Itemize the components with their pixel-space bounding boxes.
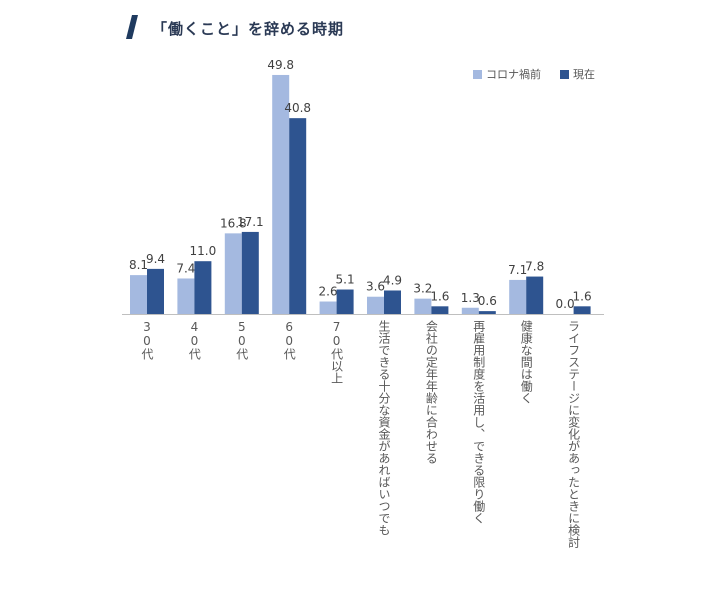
bar-current-8 bbox=[526, 276, 544, 314]
value-label-current-1: 11.0 bbox=[190, 244, 217, 258]
value-label-current-2: 17.1 bbox=[237, 215, 264, 229]
bar-pre-covid-2 bbox=[224, 233, 242, 314]
category-label-1: 40代 bbox=[187, 320, 202, 360]
value-label-pre-covid-8: 7.1 bbox=[508, 263, 527, 277]
bar-pre-covid-1 bbox=[177, 278, 195, 314]
value-label-current-5: 4.9 bbox=[383, 273, 402, 287]
bar-pre-covid-8 bbox=[509, 279, 527, 314]
category-label-3: 60代 bbox=[282, 320, 297, 360]
value-label-current-7: 0.6 bbox=[478, 294, 497, 308]
legend-item-pre-covid: コロナ禍前 bbox=[473, 67, 541, 81]
bar-pre-covid-6 bbox=[414, 298, 432, 314]
value-label-current-3: 40.8 bbox=[284, 101, 311, 115]
value-label-current-9: 1.6 bbox=[573, 289, 592, 303]
bar-current-3 bbox=[289, 118, 307, 314]
legend-label-current: 現在 bbox=[573, 68, 595, 81]
value-label-current-8: 7.8 bbox=[525, 260, 544, 274]
bar-pre-covid-5 bbox=[367, 296, 384, 314]
category-label-7: 再雇用制度を活用し、できる限り働く bbox=[471, 320, 486, 524]
value-label-pre-covid-6: 3.2 bbox=[413, 282, 432, 296]
category-label-5: 生活できる十分な資金があればいつでも bbox=[377, 320, 391, 536]
value-label-current-4: 5.1 bbox=[336, 273, 355, 287]
category-label-4: 70代以上 bbox=[329, 320, 344, 384]
legend-item-current: 現在 bbox=[560, 67, 595, 81]
category-label-6: 会社の定年年齢に合わせる bbox=[424, 320, 439, 464]
value-label-pre-covid-7: 1.3 bbox=[461, 291, 480, 305]
bar-pre-covid-0 bbox=[130, 275, 147, 314]
value-label-pre-covid-2: 16.8 bbox=[220, 216, 247, 230]
category-label-8: 健康な間は働く bbox=[519, 320, 534, 404]
bar-current-6 bbox=[431, 306, 449, 314]
value-label-pre-covid-9: 0.0 bbox=[556, 297, 575, 311]
bar-pre-covid-4 bbox=[319, 301, 337, 314]
value-label-current-0: 9.4 bbox=[146, 252, 165, 266]
value-label-pre-covid-1: 7.4 bbox=[176, 261, 195, 275]
chart-title: 「働くこと」を辞める時期 bbox=[152, 20, 345, 38]
value-label-pre-covid-5: 3.6 bbox=[366, 280, 385, 294]
bar-current-9 bbox=[573, 306, 591, 314]
bar-current-7 bbox=[478, 311, 496, 314]
value-label-pre-covid-3: 49.8 bbox=[267, 58, 294, 72]
bar-current-1 bbox=[194, 261, 212, 314]
category-label-9: ライフステージに変化があったときに検討 bbox=[566, 320, 581, 548]
bar-current-5 bbox=[384, 290, 401, 314]
value-label-current-6: 1.6 bbox=[430, 289, 449, 303]
value-label-pre-covid-4: 2.6 bbox=[319, 285, 338, 299]
bar-current-4 bbox=[336, 289, 354, 314]
bar-current-0 bbox=[147, 268, 164, 314]
bar-current-2 bbox=[241, 231, 259, 314]
legend-swatch-pre-covid bbox=[473, 69, 482, 79]
bar-pre-covid-7 bbox=[461, 307, 479, 314]
legend-label-pre-covid: コロナ禍前 bbox=[486, 68, 541, 81]
legend-swatch-current bbox=[560, 69, 569, 79]
category-label-2: 50代 bbox=[234, 320, 249, 360]
bar-pre-covid-3 bbox=[272, 74, 290, 315]
value-label-pre-covid-0: 8.1 bbox=[129, 258, 148, 272]
title-accent-mark bbox=[126, 15, 138, 39]
category-label-0: 30代 bbox=[140, 320, 154, 360]
